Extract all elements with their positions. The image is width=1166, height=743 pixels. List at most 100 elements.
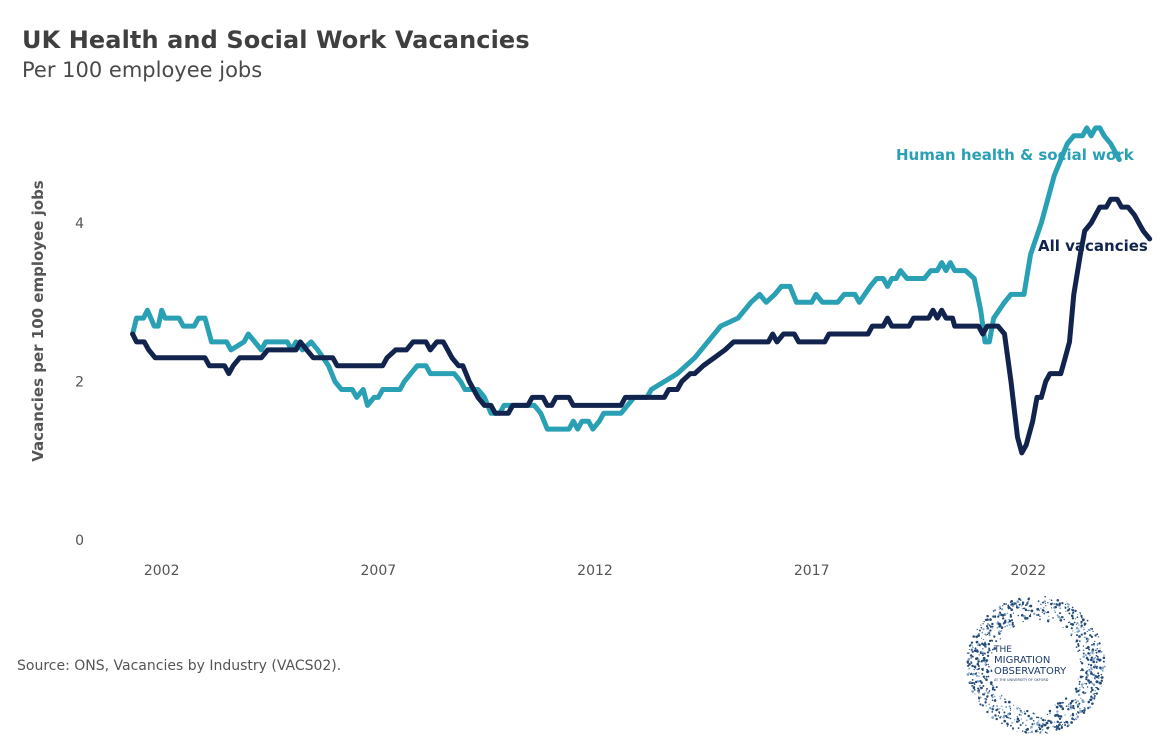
logo-dot (1021, 605, 1023, 607)
logo-dot (1022, 620, 1024, 623)
logo-dot (998, 608, 1001, 610)
logo-dot (997, 631, 1000, 633)
logo-dot (1094, 690, 1096, 692)
x-tick-label: 2022 (1011, 563, 1047, 579)
logo-dot (1034, 723, 1036, 725)
logo-dot (1041, 718, 1045, 722)
logo-dot (1000, 608, 1004, 611)
logo-dot (1079, 710, 1081, 712)
logo-dot (1097, 672, 1100, 675)
logo-dot (1016, 730, 1018, 732)
logo-dot (1080, 683, 1084, 686)
logo-dot (1088, 681, 1091, 684)
logo-dot (1071, 717, 1074, 720)
logo-dot (998, 612, 1001, 615)
logo-dot (978, 629, 981, 632)
logo-dot (1072, 630, 1074, 632)
logo-dot (1036, 721, 1039, 724)
logo-dot (1068, 703, 1070, 705)
logo-dot (984, 618, 988, 622)
logo-dot (1090, 654, 1092, 656)
logo-dot (1047, 611, 1050, 614)
logo-dot (989, 629, 992, 632)
logo-dot (981, 704, 984, 707)
logo-dot (1084, 654, 1087, 657)
logo-dot (1039, 732, 1041, 734)
logo-dot (1092, 630, 1094, 633)
logo-dot (975, 635, 978, 639)
logo-dot (1089, 655, 1091, 657)
logo-dot (1088, 648, 1091, 651)
logo-dot (1094, 664, 1097, 667)
logo-dot (993, 688, 996, 691)
logo-dot (985, 625, 989, 628)
logo-dot (1007, 607, 1009, 609)
logo-dot (1080, 614, 1083, 618)
logo-dot (1100, 685, 1102, 687)
series-label-health: Human health & social work (896, 146, 1135, 164)
logo-dot (1004, 698, 1006, 700)
logo-dot (1098, 659, 1101, 662)
logo-dot (1086, 658, 1090, 662)
logo-dot (1096, 648, 1098, 650)
logo-dot (1008, 623, 1011, 626)
logo-dot (987, 632, 990, 634)
logo-dot (973, 683, 976, 686)
logo-dot (1068, 612, 1071, 615)
logo-dot (1090, 686, 1093, 690)
logo-dot (1089, 658, 1093, 662)
logo-dot (992, 610, 995, 612)
logo-dot (1019, 710, 1023, 713)
logo-dot (1041, 608, 1045, 612)
logo-dot (1082, 700, 1085, 704)
logo-dot (995, 686, 998, 689)
logo-dot (1095, 675, 1099, 679)
logo-dot (1016, 604, 1018, 606)
logo-dot (1091, 648, 1095, 651)
logo-dot (1083, 622, 1087, 626)
logo-dot (1006, 725, 1009, 727)
logo-dot (1059, 607, 1062, 610)
logo-dot (980, 686, 983, 690)
logo-dot (975, 640, 979, 644)
logo-dot (1001, 695, 1003, 697)
logo-dot (991, 622, 994, 626)
logo-dot (979, 679, 982, 683)
logo-dot (1076, 622, 1079, 625)
logo-dot (1058, 702, 1062, 705)
logo-dot (988, 703, 990, 705)
logo-dot (1099, 647, 1101, 649)
logo-dot (999, 695, 1001, 698)
logo-dot (1080, 660, 1082, 663)
logo-dot (1017, 707, 1020, 709)
logo-dot (967, 657, 971, 661)
logo-dot (1065, 720, 1067, 723)
logo-dot (1007, 604, 1010, 607)
logo-dot (1103, 654, 1105, 656)
logo-dot (1046, 611, 1048, 614)
logo-dot (1030, 717, 1032, 720)
x-tick-label: 2007 (361, 563, 397, 579)
logo-graphic: THE MIGRATION OBSERVATORY AT THE UNIVERS… (966, 595, 1106, 734)
logo-dot (1072, 704, 1075, 708)
logo-dot (992, 705, 995, 707)
logo-dot (1057, 615, 1061, 619)
logo-dot (1008, 716, 1010, 718)
logo-dot (1085, 676, 1088, 679)
logo-dot (1084, 682, 1086, 685)
logo-dot (1001, 705, 1003, 707)
logo-dot (991, 711, 994, 713)
logo-dot (1077, 628, 1080, 630)
logo-dot (1082, 652, 1085, 655)
logo-dot (1071, 614, 1074, 618)
logo-dot (1067, 603, 1070, 606)
logo-dot (1058, 723, 1061, 727)
logo-dot (1081, 668, 1084, 672)
logo-dot (1059, 715, 1063, 718)
logo-dot (970, 661, 973, 664)
logo-dot (970, 643, 973, 646)
logo-dot (1041, 611, 1043, 614)
logo-dot (1002, 617, 1005, 620)
logo-dot (999, 697, 1002, 700)
logo-dot (1028, 732, 1030, 734)
